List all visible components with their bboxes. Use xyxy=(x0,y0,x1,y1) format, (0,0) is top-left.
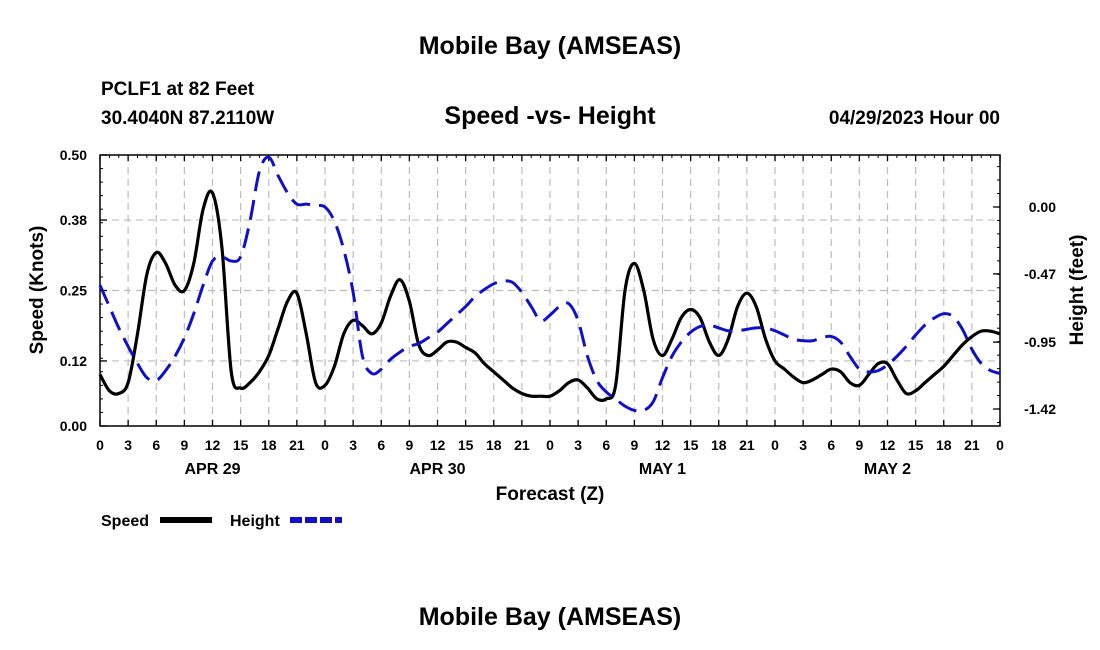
x-tick-label: 0 xyxy=(321,437,329,453)
y-tick-label: 0.25 xyxy=(60,283,87,299)
x-tick-label: 0 xyxy=(771,437,779,453)
series xyxy=(98,155,1001,413)
date-label: APR 29 xyxy=(184,461,240,478)
x-tick-label: 6 xyxy=(827,437,835,453)
legend-height-label: Height xyxy=(230,513,280,530)
x-tick-label: 12 xyxy=(430,437,446,453)
legend: Speed Height xyxy=(101,513,342,530)
x-tick-label: 9 xyxy=(855,437,863,453)
x-tick-label: 21 xyxy=(739,437,755,453)
y2-tick-label: -0.47 xyxy=(1024,266,1056,282)
x-axis-label: Forecast (Z) xyxy=(496,484,605,505)
date-label: MAY 1 xyxy=(639,461,686,478)
x-tick-label: 12 xyxy=(205,437,221,453)
x-tick-label: 0 xyxy=(96,437,104,453)
date-label: MAY 2 xyxy=(864,461,911,478)
x-tick-label: 0 xyxy=(996,437,1004,453)
y-tick-label: 0.50 xyxy=(60,147,87,163)
y2-tick-label: -1.42 xyxy=(1024,401,1056,417)
x-tick-label: 18 xyxy=(261,437,277,453)
grid xyxy=(100,155,1000,426)
date-label: APR 30 xyxy=(409,461,465,478)
x-tick-label: 3 xyxy=(574,437,582,453)
x-tick-label: 9 xyxy=(180,437,188,453)
x-tick-label: 18 xyxy=(711,437,727,453)
x-tick-label: 15 xyxy=(683,437,699,453)
x-tick-label: 12 xyxy=(880,437,896,453)
x-tick-label: 21 xyxy=(964,437,980,453)
speed-series-line xyxy=(98,189,1001,403)
x-tick-label: 18 xyxy=(936,437,952,453)
y2-axis-label: Height (feet) xyxy=(1067,235,1088,346)
x-tick-label: 9 xyxy=(630,437,638,453)
x-tick-label: 21 xyxy=(289,437,305,453)
page-title: Mobile Bay (AMSEAS) xyxy=(419,32,682,60)
chart-title: Speed -vs- Height xyxy=(444,102,656,130)
legend-speed-label: Speed xyxy=(101,513,149,530)
x-tick-label: 21 xyxy=(514,437,530,453)
height-series-line xyxy=(98,155,1001,413)
x-tick-label: 9 xyxy=(405,437,413,453)
footer-title: Mobile Bay (AMSEAS) xyxy=(419,603,682,631)
y-tick-label: 0.00 xyxy=(60,418,87,434)
x-tick-label: 3 xyxy=(349,437,357,453)
x-tick-label: 6 xyxy=(602,437,610,453)
station-coords: 30.4040N 87.2110W xyxy=(101,108,274,129)
x-tick-label: 3 xyxy=(124,437,132,453)
x-tick-label: 6 xyxy=(377,437,385,453)
x-tick-label: 15 xyxy=(458,437,474,453)
axis-ticks: 0 3 6 9 12 15 18 21 0 3 6 9 12 15 18 21 0 3 6 9 12 15 18 21 0 3 6 9… xyxy=(60,147,1056,478)
y-axis-label: Speed (Knots) xyxy=(27,226,48,355)
x-tick-label: 15 xyxy=(908,437,924,453)
run-time: 04/29/2023 Hour 00 xyxy=(829,108,1000,129)
x-tick-label: 3 xyxy=(799,437,807,453)
x-tick-label: 15 xyxy=(233,437,249,453)
station-name: PCLF1 at 82 Feet xyxy=(101,79,255,100)
x-tick-label: 6 xyxy=(152,437,160,453)
x-tick-label: 18 xyxy=(486,437,502,453)
y2-tick-label: 0.00 xyxy=(1029,199,1056,215)
y-tick-label: 0.12 xyxy=(60,353,87,369)
x-tick-label: 12 xyxy=(655,437,671,453)
y-tick-label: 0.38 xyxy=(60,212,87,228)
x-tick-label: 0 xyxy=(546,437,554,453)
y2-tick-label: -0.95 xyxy=(1024,334,1056,350)
